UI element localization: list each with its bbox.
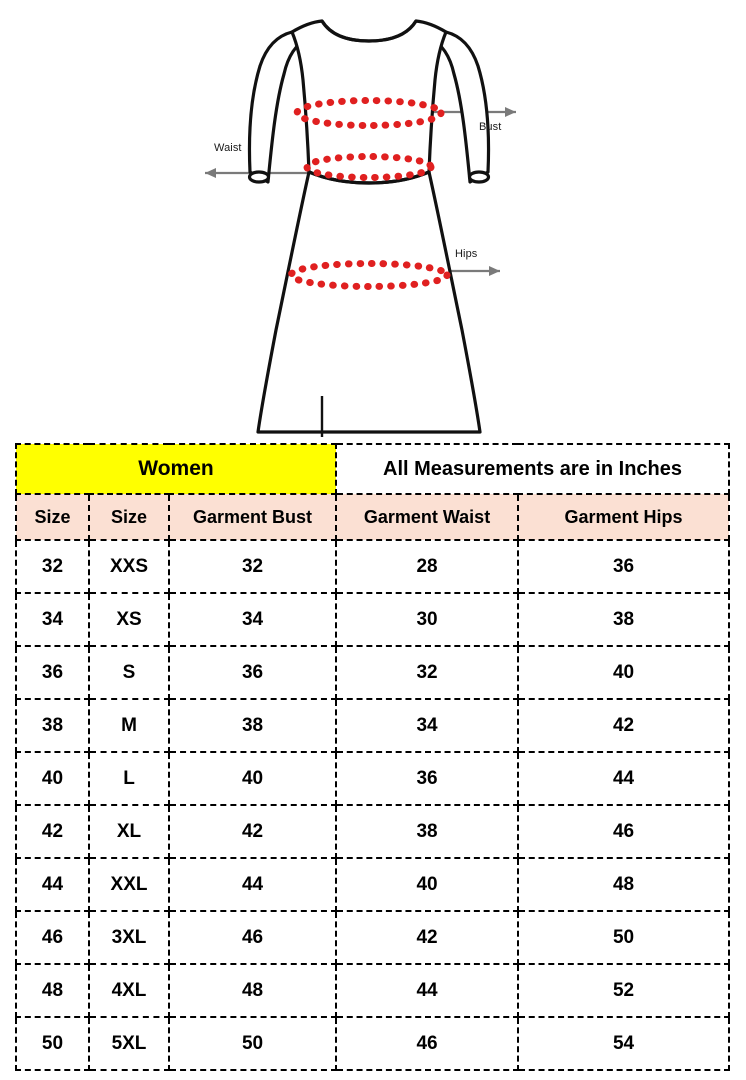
column-header-size-alpha: Size [88, 493, 170, 541]
cell-size-alpha: M [88, 698, 170, 753]
table-row: 50 5XL 50 46 54 [15, 1016, 731, 1071]
cell-garment-hips: 52 [517, 963, 731, 1018]
dress-diagram-svg [205, 19, 516, 437]
table-row: 48 4XL 48 44 52 [15, 963, 731, 1018]
column-header-garment-hips: Garment Hips [517, 493, 731, 541]
cell-size-numeric: 46 [15, 910, 90, 965]
cell-garment-bust: 38 [167, 698, 338, 753]
hips-label: Hips [455, 248, 478, 260]
cell-garment-waist: 38 [335, 804, 520, 859]
waist-label: Waist [214, 142, 242, 154]
size-chart-body: Women All Measurements are in Inches Siz… [14, 443, 731, 1071]
cell-garment-hips: 42 [517, 698, 731, 753]
cell-size-numeric: 50 [15, 1016, 90, 1071]
cell-garment-waist: 28 [335, 539, 520, 594]
cell-size-numeric: 38 [15, 698, 90, 753]
column-header-size-numeric: Size [15, 493, 90, 541]
cell-garment-waist: 30 [335, 592, 520, 647]
cell-garment-hips: 40 [517, 645, 731, 700]
table-row: 32 XXS 32 28 36 [15, 539, 731, 594]
table-row: 40 L 40 36 44 [15, 751, 731, 806]
table-row: 34 XS 34 30 38 [15, 592, 731, 647]
table-row: 44 XXL 44 40 48 [15, 857, 731, 912]
cell-size-alpha: XXS [88, 539, 170, 594]
cell-garment-bust: 48 [167, 963, 338, 1018]
cell-garment-waist: 46 [335, 1016, 520, 1071]
cell-garment-bust: 40 [167, 751, 338, 806]
cell-garment-hips: 44 [517, 751, 731, 806]
table-row: 38 M 38 34 42 [15, 698, 731, 753]
cell-garment-bust: 32 [167, 539, 338, 594]
cell-size-alpha: XS [88, 592, 170, 647]
left-sleeve [247, 30, 310, 184]
category-title-cell: Women [14, 443, 338, 495]
cell-garment-bust: 34 [167, 592, 338, 647]
cell-garment-waist: 34 [335, 698, 520, 753]
cell-garment-waist: 42 [335, 910, 520, 965]
cell-garment-hips: 46 [517, 804, 731, 859]
cell-size-numeric: 40 [15, 751, 90, 806]
cell-size-alpha: L [88, 751, 170, 806]
cell-size-numeric: 48 [15, 963, 90, 1018]
cell-size-alpha: S [88, 645, 170, 700]
cell-garment-hips: 50 [517, 910, 731, 965]
table-header-row: Size Size Garment Bust Garment Waist Gar… [15, 493, 731, 541]
hips-measure-ring [287, 260, 451, 290]
cell-garment-waist: 40 [335, 857, 520, 912]
table-row: 36 S 36 32 40 [15, 645, 731, 700]
cell-size-numeric: 36 [15, 645, 90, 700]
right-sleeve [428, 30, 491, 184]
skirt [256, 170, 482, 434]
cell-garment-waist: 32 [335, 645, 520, 700]
cell-size-alpha: 3XL [88, 910, 170, 965]
waist-measure-ring [303, 153, 435, 181]
column-header-garment-bust: Garment Bust [167, 493, 338, 541]
dress-outline [247, 19, 491, 434]
cell-size-alpha: XXL [88, 857, 170, 912]
cell-size-numeric: 42 [15, 804, 90, 859]
table-title-row: Women All Measurements are in Inches [14, 443, 731, 495]
column-header-garment-waist: Garment Waist [335, 493, 520, 541]
cell-size-alpha: 5XL [88, 1016, 170, 1071]
cell-garment-hips: 48 [517, 857, 731, 912]
cell-garment-waist: 36 [335, 751, 520, 806]
left-cuff [247, 170, 271, 184]
cell-size-numeric: 32 [15, 539, 90, 594]
size-chart-table: Women All Measurements are in Inches Siz… [14, 443, 731, 1071]
neckline [320, 19, 418, 43]
cell-garment-bust: 36 [167, 645, 338, 700]
cell-garment-hips: 54 [517, 1016, 731, 1071]
size-chart-table-wrapper: Women All Measurements are in Inches Siz… [14, 443, 731, 1071]
dress-illustration-panel: Bust Waist Hips [0, 0, 746, 440]
table-row: 46 3XL 46 42 50 [15, 910, 731, 965]
cell-garment-hips: 38 [517, 592, 731, 647]
cell-size-numeric: 44 [15, 857, 90, 912]
bust-label: Bust [479, 121, 502, 133]
cell-garment-waist: 44 [335, 963, 520, 1018]
cell-size-numeric: 34 [15, 592, 90, 647]
cell-garment-bust: 44 [167, 857, 338, 912]
cell-garment-bust: 42 [167, 804, 338, 859]
cell-garment-bust: 46 [167, 910, 338, 965]
bust-measure-ring [293, 97, 445, 129]
cell-size-alpha: XL [88, 804, 170, 859]
units-note-cell: All Measurements are in Inches [335, 443, 731, 495]
cell-garment-bust: 50 [167, 1016, 338, 1071]
cell-size-alpha: 4XL [88, 963, 170, 1018]
right-cuff [467, 170, 491, 184]
table-row: 42 XL 42 38 46 [15, 804, 731, 859]
cell-garment-hips: 36 [517, 539, 731, 594]
